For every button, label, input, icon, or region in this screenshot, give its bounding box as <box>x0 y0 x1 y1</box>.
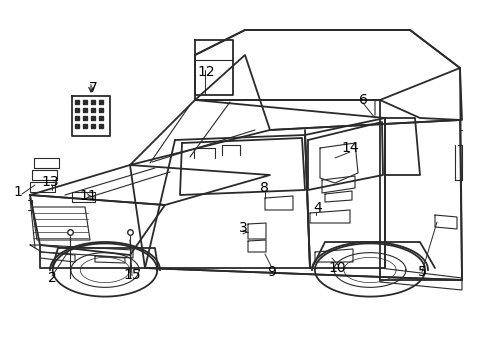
Text: 13: 13 <box>41 175 59 189</box>
Text: 10: 10 <box>327 261 345 275</box>
Text: 3: 3 <box>238 221 247 235</box>
Text: 6: 6 <box>358 93 366 107</box>
Text: 1: 1 <box>14 185 22 199</box>
Text: 15: 15 <box>123 268 141 282</box>
Text: 14: 14 <box>341 141 358 155</box>
Text: 4: 4 <box>313 201 322 215</box>
Text: 2: 2 <box>47 271 56 285</box>
Text: 11: 11 <box>79 189 97 203</box>
Text: 9: 9 <box>267 265 276 279</box>
Text: 7: 7 <box>88 81 97 95</box>
Text: 12: 12 <box>197 65 214 79</box>
Text: 8: 8 <box>259 181 268 195</box>
Text: 5: 5 <box>417 265 426 279</box>
